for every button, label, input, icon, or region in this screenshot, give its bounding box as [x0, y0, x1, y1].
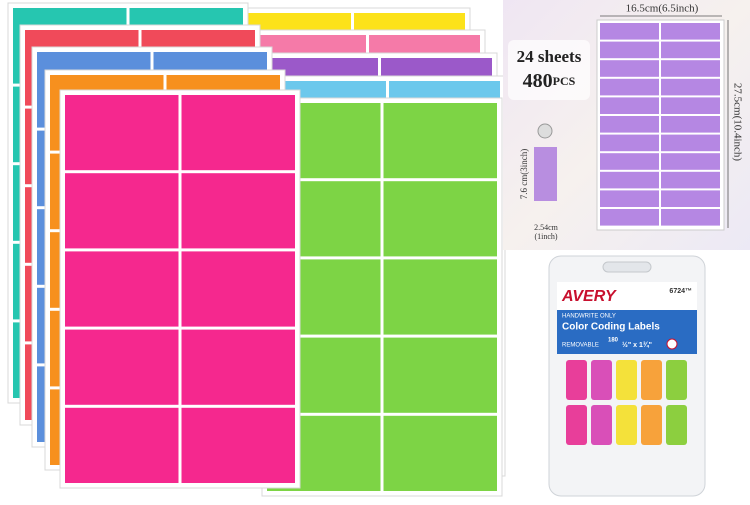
label-count: 180 [608, 338, 619, 344]
label [661, 134, 720, 152]
label [600, 209, 659, 226]
label [383, 103, 497, 179]
label [600, 41, 659, 59]
count-badge [508, 40, 590, 100]
label [600, 153, 659, 170]
coin [537, 123, 553, 139]
label [641, 405, 662, 445]
piece-count: 480PCS [523, 70, 576, 92]
sheet-stack [7, 2, 506, 497]
label [65, 95, 179, 171]
label [383, 337, 497, 413]
label [600, 116, 659, 133]
label [600, 97, 659, 114]
label [661, 116, 720, 133]
label [65, 173, 179, 249]
label [65, 407, 179, 483]
label [616, 405, 637, 445]
label [666, 360, 687, 400]
package-labels [566, 360, 687, 445]
label [591, 405, 612, 445]
single-label [534, 147, 557, 201]
model: 6724™ [669, 288, 692, 295]
sheet [59, 89, 301, 489]
label [383, 181, 497, 257]
label [591, 360, 612, 400]
small-width-unit: (1inch) [534, 232, 557, 241]
label-size: ½" x 1¾" [622, 341, 652, 349]
label [661, 190, 720, 207]
label [666, 405, 687, 445]
label [600, 60, 659, 77]
label [661, 60, 720, 77]
small-height-label: 7.6 cm(3inch) [519, 149, 529, 199]
label [181, 251, 295, 327]
label [600, 134, 659, 152]
label [181, 173, 295, 249]
label [181, 95, 295, 171]
width-label: 16.5cm(6.5inch) [626, 3, 699, 15]
piece-unit: PCS [553, 74, 576, 88]
label [181, 407, 295, 483]
label [65, 329, 179, 405]
sheet-count: 24 sheets [517, 47, 582, 66]
label [661, 171, 720, 189]
label [383, 415, 497, 491]
package-title: Color Coding Labels [562, 322, 660, 333]
label [661, 153, 720, 170]
label [661, 41, 720, 59]
package: AVERY 6724™ HANDWRITE ONLY Color Coding … [548, 255, 706, 497]
label [661, 23, 720, 40]
tag: REMOVABLE [562, 343, 599, 349]
feature: HANDWRITE ONLY [562, 314, 616, 320]
label [383, 259, 497, 335]
printer-icon [666, 338, 678, 350]
label [600, 23, 659, 40]
label [661, 78, 720, 96]
hang-hole [602, 261, 652, 273]
label [600, 171, 659, 189]
brand: AVERY [561, 288, 617, 305]
label [661, 97, 720, 114]
label [641, 360, 662, 400]
purple-sheet [596, 19, 725, 231]
label [600, 78, 659, 96]
label [616, 360, 637, 400]
label [566, 360, 587, 400]
height-label: 27.5cm(10.4inch) [731, 83, 743, 162]
label [566, 405, 587, 445]
label [600, 190, 659, 207]
label [661, 209, 720, 226]
label [65, 251, 179, 327]
piece-number: 480 [523, 70, 553, 92]
small-width-label: 2.54cm [534, 223, 559, 232]
label [181, 329, 295, 405]
